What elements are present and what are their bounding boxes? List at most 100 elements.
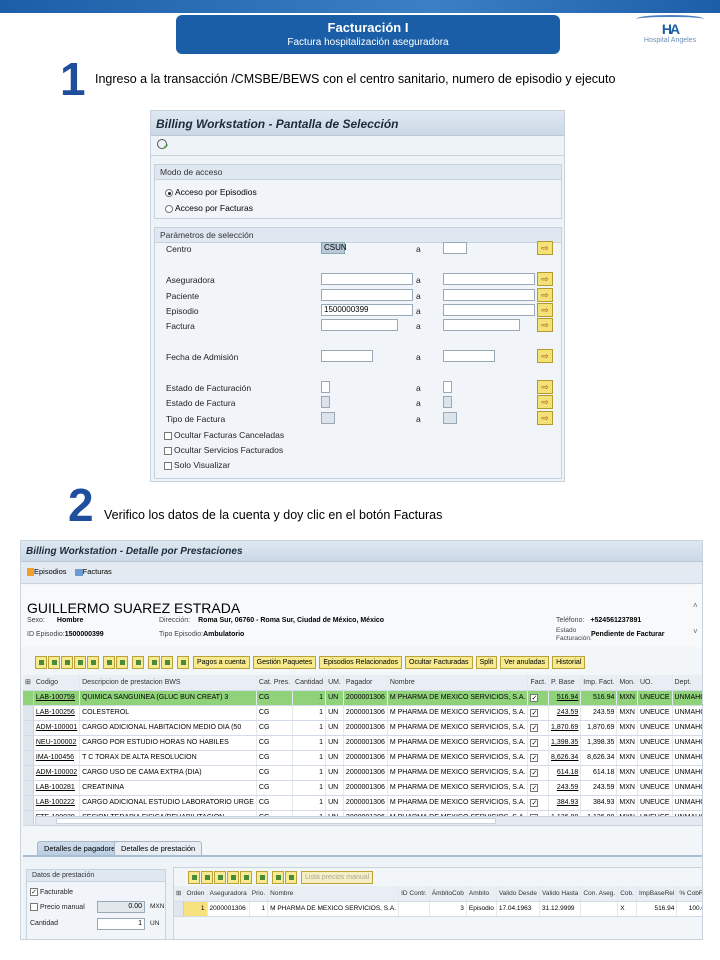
row-selector[interactable] [23,735,34,751]
print-icon[interactable] [285,871,297,884]
table-row[interactable]: ADM-100002 CARGO USO DE CAMA EXTRA (DIA) C… [23,765,702,781]
scroll-up-icon[interactable]: ˄ [693,601,698,610]
column-header[interactable]: Prio. [249,886,269,902]
estado-factura-to-input[interactable] [443,396,452,408]
ver-anuladas-button[interactable]: Ver anuladas [500,656,550,669]
estado-facturacion-to-input[interactable] [443,381,452,393]
column-header[interactable]: Ambito [466,886,497,902]
fecha-admision-input[interactable] [321,350,373,362]
details-icon[interactable] [35,656,47,669]
episodios-button[interactable]: Episodios [27,567,67,577]
find-next-icon[interactable] [227,871,239,884]
cell-cant[interactable]: 1 [292,690,327,706]
cell-cant[interactable]: 1 [292,720,327,736]
layout-icon[interactable] [132,656,144,669]
cell-codigo[interactable]: IMA-100456 [33,750,81,766]
lista-precios-manual-button[interactable]: Lista precios manual [301,871,374,884]
row-selector[interactable] [23,750,34,766]
centro-input[interactable]: CSUN [321,242,347,254]
aseguradora-input[interactable] [321,273,413,285]
cell-cant[interactable]: 1 [292,780,327,796]
row-selector[interactable] [23,705,34,721]
multiple-selection-button[interactable]: ⇨ [537,272,553,286]
tipo-factura-to-input[interactable] [443,412,457,424]
table-row[interactable]: ADM-100001 CARGO ADICIONAL HABITACION MED… [23,720,702,736]
fecha-admision-to-input[interactable] [443,350,495,362]
column-header[interactable]: Descripcion de prestacion BWS [79,675,257,691]
estado-facturacion-input[interactable] [321,381,330,393]
filter-icon[interactable] [48,656,60,669]
subtotal-icon[interactable] [116,656,128,669]
row-selector[interactable] [23,810,34,826]
payer-row[interactable]: 1 2000001306 1 M PHARMA DE MEXICO SERVICIOS… [174,901,702,917]
multiple-selection-button[interactable]: ⇨ [537,411,553,425]
column-header[interactable]: Cob. [617,886,637,902]
multiple-selection-button[interactable]: ⇨ [537,288,553,302]
column-header[interactable]: Orden [183,886,208,902]
layout-icon[interactable] [256,871,268,884]
row-selector[interactable] [23,720,34,736]
cell-pbase[interactable]: 243.59 [548,780,582,796]
historial-button[interactable]: Historial [552,656,586,669]
select-all-icon[interactable]: ⊞ [174,886,185,902]
factura-to-input[interactable] [443,319,520,331]
multiple-selection-button[interactable]: ⇨ [537,349,553,363]
episodios-relacionados-button[interactable]: Episodios Relacionados [319,656,403,669]
row-selector[interactable] [23,780,34,796]
fact-checkbox[interactable]: ✓ [527,735,550,751]
cell-pbase[interactable]: 8,626.34 [548,750,582,766]
export-icon[interactable] [272,871,284,884]
filter-icon[interactable] [201,871,213,884]
aseguradora-to-input[interactable] [443,273,535,285]
column-header[interactable]: ÁmbitoCob [429,886,467,902]
checkbox-ocultar-servicios[interactable]: Ocultar Servicios Facturados [164,445,283,455]
cell-pbase[interactable]: 1,398.35 [548,735,582,751]
horizontal-scrollbar[interactable] [35,816,702,826]
column-header[interactable]: Valido Hasta [539,886,582,902]
multiple-selection-button[interactable]: ⇨ [537,380,553,394]
column-header[interactable]: Cat. Pres. [256,675,294,691]
cell-cant[interactable]: 1 [292,735,327,751]
fact-checkbox[interactable]: ✓ [527,690,550,706]
column-header[interactable]: Pagador [343,675,388,691]
cell-codigo[interactable]: ADM-100001 [33,720,81,736]
split-button[interactable]: Split [475,656,498,669]
precio-manual-input[interactable]: 0.00 [97,901,145,913]
find-icon[interactable] [214,871,226,884]
column-header[interactable]: ImpBaseRel [636,886,678,902]
details-icon[interactable] [188,871,200,884]
column-header[interactable]: Mon. [616,675,638,691]
table-row[interactable]: LAB-100222 CARGO ADICIONAL ESTUDIO LABORA… [23,795,702,811]
facturas-button[interactable]: Facturas [74,567,112,576]
print-icon[interactable] [161,656,173,669]
scroll-down-icon[interactable]: ˅ [693,627,698,636]
factura-input[interactable] [321,319,398,331]
table-row[interactable]: LAB-100759 QUIMICA SANGUINEA (GLUC BUN CR… [23,690,702,706]
tab-detalles-prestacion[interactable]: Detalles de prestación [114,841,203,855]
checkbox-precio-manual[interactable]: Precio manual [30,903,85,911]
centro-to-input[interactable] [443,242,467,254]
multiple-selection-button[interactable]: ⇨ [537,303,553,317]
cell-cant[interactable]: 1 [292,705,327,721]
cell-pbase[interactable]: 1,870.69 [548,720,582,736]
fact-checkbox[interactable]: ✓ [527,780,550,796]
cell-pbase[interactable]: 243.59 [548,705,582,721]
column-header[interactable]: Fact. [527,675,550,691]
column-header[interactable]: Nombre [267,886,400,902]
multiple-selection-button[interactable]: ⇨ [537,318,553,332]
cell-codigo[interactable]: LAB-100256 [33,705,81,721]
cell-pbase[interactable]: 384.93 [548,795,582,811]
fact-checkbox[interactable]: ✓ [527,750,550,766]
multiple-selection-button[interactable]: ⇨ [537,241,553,255]
column-header[interactable]: ID Contr. [398,886,430,902]
cantidad-input[interactable]: 1 [97,918,145,930]
checkbox-solo-visualizar[interactable]: Solo Visualizar [164,460,230,470]
cell-cant[interactable]: 1 [292,795,327,811]
column-header[interactable]: UM. [325,675,344,691]
row-selector[interactable] [23,765,34,781]
execute-clock-icon[interactable]: ✔ [157,139,169,151]
column-header[interactable]: Dept. [672,675,702,691]
fact-checkbox[interactable]: ✓ [527,720,550,736]
column-header[interactable]: Con. Aseg. [580,886,619,902]
cell-cant[interactable]: 1 [292,765,327,781]
